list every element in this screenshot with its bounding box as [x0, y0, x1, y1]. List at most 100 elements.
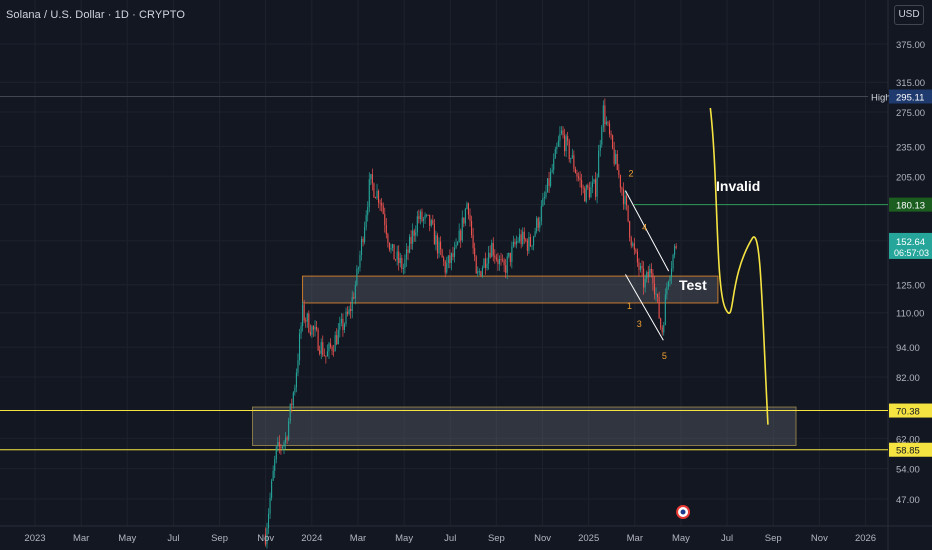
- candle-body: [602, 105, 604, 128]
- candle-body: [447, 255, 449, 263]
- candle-body: [317, 329, 319, 351]
- candle-body: [520, 234, 522, 245]
- candle-body: [519, 234, 521, 241]
- candle-body: [548, 178, 550, 186]
- candle-body: [568, 140, 570, 160]
- candle-body: [288, 421, 290, 440]
- x-tick-label: Mar: [627, 533, 643, 544]
- candle-body: [514, 241, 516, 245]
- candle-body: [378, 190, 380, 203]
- candle-body: [674, 246, 676, 255]
- candle-body: [601, 127, 603, 145]
- candle-body: [576, 173, 578, 177]
- candle-body: [660, 318, 662, 328]
- candle-body: [373, 183, 375, 198]
- candle-body: [613, 148, 615, 164]
- candle-body: [450, 253, 452, 264]
- candle-body: [483, 258, 485, 268]
- y-tick-label: 375.00: [896, 40, 925, 51]
- candle-body: [615, 154, 617, 164]
- candle-body: [663, 324, 665, 333]
- candle-body: [667, 281, 669, 287]
- y-tick-label: 315.00: [896, 78, 925, 89]
- wedge-lower-line: [625, 274, 664, 341]
- candle-body: [469, 214, 471, 222]
- x-tick-label: 2026: [855, 533, 876, 544]
- candle-body: [669, 277, 671, 282]
- candle-body: [481, 267, 483, 277]
- candle-body: [453, 247, 456, 257]
- x-tick-label: Mar: [73, 533, 89, 544]
- candle-body: [314, 326, 316, 330]
- candle-body: [348, 309, 350, 314]
- x-tick-label: 2025: [578, 533, 599, 544]
- candle-body: [319, 350, 321, 354]
- x-tick-label: 2023: [24, 533, 45, 544]
- countdown-label: 06:57:03: [894, 248, 929, 258]
- candle-body: [340, 318, 342, 324]
- candle-body: [546, 178, 549, 193]
- candle-body: [328, 343, 330, 352]
- candle-body: [593, 179, 595, 183]
- candle-body: [629, 221, 631, 238]
- y-tick-label: 62.00: [896, 434, 920, 445]
- candle-body: [508, 252, 510, 257]
- candle-body: [367, 207, 369, 216]
- candle-body: [556, 146, 558, 150]
- candle-body: [416, 216, 418, 233]
- candle-body: [385, 225, 387, 235]
- candle-body: [652, 273, 654, 284]
- candle-body: [294, 387, 296, 393]
- candle-body: [438, 241, 440, 254]
- candle-body: [511, 246, 513, 262]
- candle-body: [333, 350, 335, 352]
- candle-body: [636, 251, 638, 263]
- candle-body: [661, 327, 663, 333]
- candle-body: [374, 197, 377, 199]
- candle-body: [644, 278, 646, 288]
- candle-body: [409, 236, 411, 253]
- candle-body: [512, 241, 514, 247]
- currency-button[interactable]: USD: [894, 5, 924, 25]
- candle-body: [460, 230, 462, 241]
- candle-body: [494, 255, 496, 258]
- candle-body: [478, 271, 480, 273]
- candle-body: [542, 198, 544, 206]
- candle-body: [650, 268, 652, 274]
- candle-body: [537, 218, 539, 228]
- symbol-title: Solana / U.S. Dollar · 1D · CRYPTO: [6, 9, 186, 21]
- candle-body: [505, 265, 507, 273]
- candle-body: [339, 323, 341, 330]
- candle-body: [464, 209, 466, 224]
- test-annotation: Test: [679, 277, 707, 293]
- candle-body: [618, 170, 620, 175]
- candle-body: [584, 188, 586, 202]
- candle-body: [412, 230, 414, 244]
- candle-body: [587, 185, 589, 188]
- candle-body: [477, 271, 479, 274]
- candle-body: [585, 185, 587, 202]
- candle-body: [337, 329, 339, 345]
- candle-body: [599, 144, 601, 151]
- candle-body: [539, 221, 541, 228]
- candle-body: [360, 238, 363, 255]
- candle-body: [396, 251, 398, 260]
- high-price-label: 295.11: [896, 92, 924, 103]
- candle-body: [274, 459, 276, 471]
- candle-body: [359, 254, 361, 268]
- candle-body: [402, 267, 404, 269]
- y-tick-label: 205.00: [896, 172, 925, 183]
- projection-path: [709, 107, 769, 425]
- candle-body: [427, 214, 429, 216]
- x-tick-label: Jul: [721, 533, 733, 544]
- candle-body: [621, 187, 623, 190]
- price-label-152.64: 152.64: [896, 237, 925, 248]
- candle-body: [323, 355, 325, 357]
- candle-body: [419, 211, 421, 220]
- candle-body: [632, 243, 634, 246]
- candle-body: [557, 140, 559, 147]
- candle-body: [570, 158, 572, 160]
- candle-body: [351, 297, 353, 312]
